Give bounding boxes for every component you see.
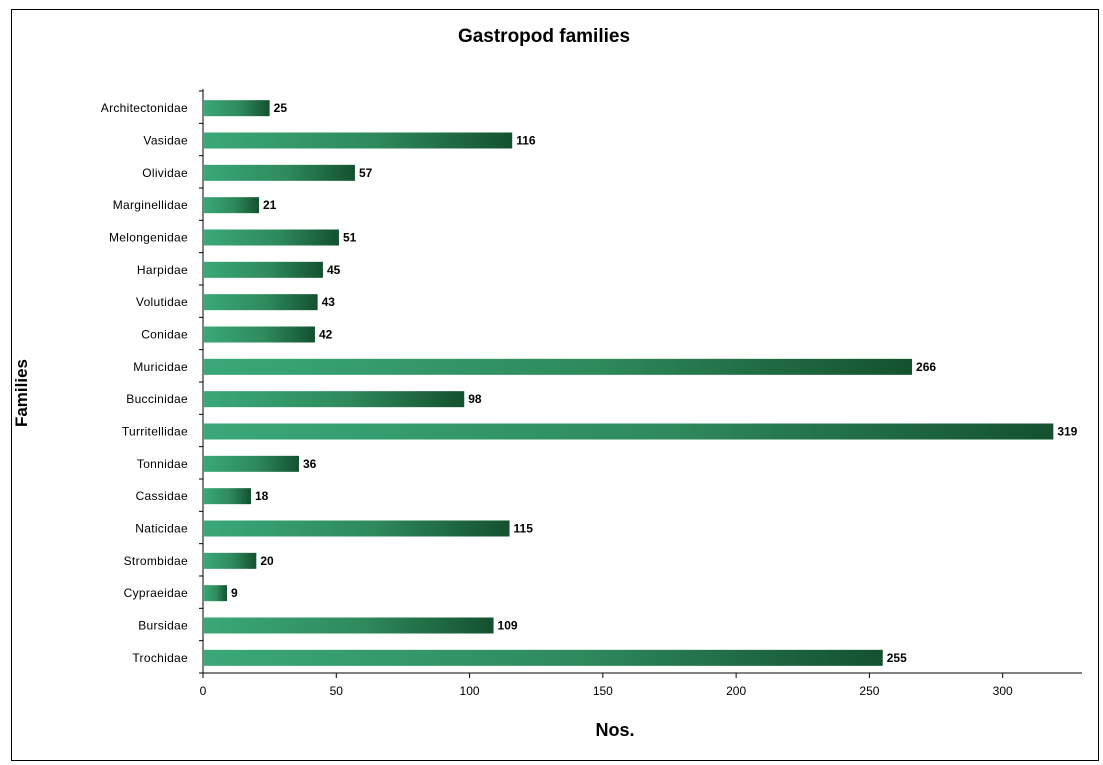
bar [204,164,355,181]
data-label: 266 [916,360,936,374]
data-label: 319 [1057,425,1077,439]
data-label: 9 [231,586,238,600]
bar [204,294,318,311]
data-label: 36 [303,457,317,471]
bar [204,358,913,375]
bar [204,617,494,634]
category-label: Tonnidae [137,457,188,471]
category-label: Marginellidae [113,198,188,212]
data-label: 43 [322,295,336,309]
data-label: 45 [327,263,341,277]
category-label: Harpidae [137,263,188,277]
category-label: Conidae [141,328,188,342]
bar [204,585,227,602]
data-label: 20 [260,554,274,568]
category-label: Vasidae [143,134,188,148]
category-label: Bursidae [138,619,188,633]
category-label: Turritellidae [122,425,188,439]
category-label: Naticidae [135,522,188,536]
category-label: Buccinidae [126,392,188,406]
data-label: 21 [263,198,277,212]
category-label: Volutidae [136,295,188,309]
category-label: Muricidae [133,360,188,374]
chart-frame [11,9,1099,761]
bar [204,520,510,537]
bar [204,423,1054,440]
x-tick-label: 0 [200,684,207,698]
data-label: 255 [887,651,907,665]
data-label: 18 [255,489,269,503]
data-label: 116 [516,134,536,148]
x-tick-label: 100 [460,684,480,698]
category-label: Cypraeidae [124,586,188,600]
category-label: Architectonidae [101,101,188,115]
bar [204,488,251,505]
x-tick-label: 300 [993,684,1013,698]
data-label: 42 [319,328,333,342]
data-label: 51 [343,231,357,245]
x-tick-label: 50 [330,684,344,698]
data-label: 109 [498,619,518,633]
data-label: 115 [514,522,534,536]
data-label: 25 [274,101,288,115]
data-label: 57 [359,166,373,180]
x-tick-label: 250 [859,684,879,698]
data-label: 98 [468,392,482,406]
bar [204,229,339,246]
category-label: Olividae [142,166,188,180]
x-axis-label: Nos. [595,720,635,740]
x-tick-label: 150 [593,684,613,698]
bar [204,261,323,278]
bar [204,391,465,408]
bar [204,455,299,472]
category-label: Melongenidae [109,231,188,245]
category-label: Strombidae [124,554,188,568]
bar [204,552,257,569]
bar [204,326,315,343]
x-tick-label: 200 [726,684,746,698]
category-label: Trochidae [132,651,188,665]
bar [204,100,270,117]
bar [204,132,513,149]
bar [204,197,259,214]
category-label: Cassidae [136,489,188,503]
chart-title: Gastropod families [457,26,631,47]
bar [204,649,883,666]
